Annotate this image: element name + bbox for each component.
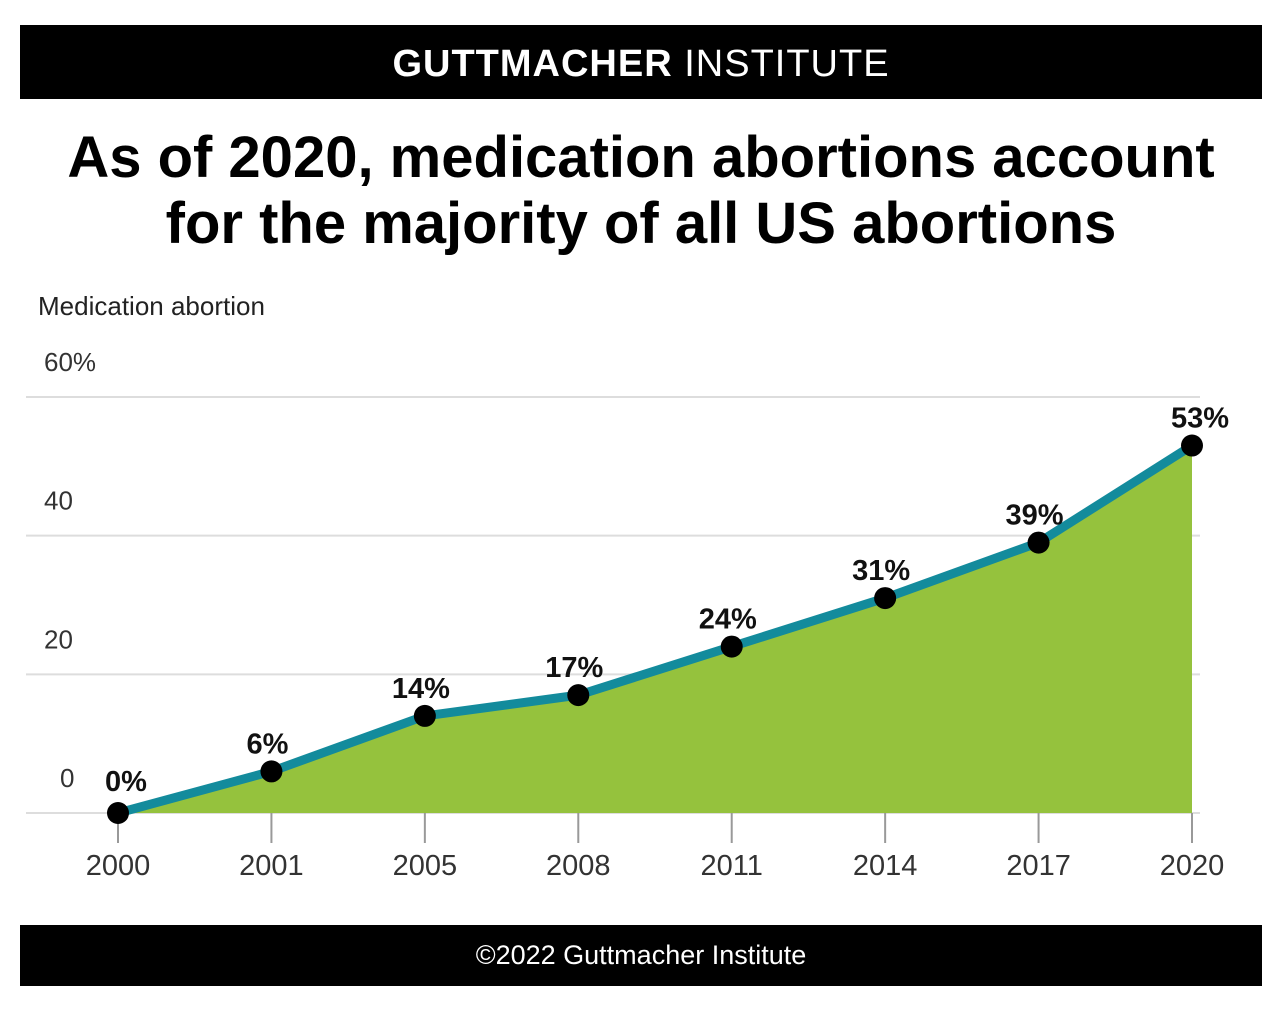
data-label-2005: 14% <box>392 673 450 705</box>
x-tick-label-2020: 2020 <box>1160 850 1225 882</box>
data-point-2005 <box>413 704 436 727</box>
y-tick-label: 20 <box>44 624 73 654</box>
chart-title-line-2: for the majority of all US abortions <box>165 191 1117 256</box>
x-tick-label-2011: 2011 <box>701 850 763 882</box>
data-labels: 0% 6% 14% 17% 24% 31% 39% 53% <box>105 403 1229 798</box>
x-tick-label-2000: 2000 <box>86 850 151 882</box>
chart-title: As of 2020, medication abortions account… <box>20 125 1262 257</box>
copyright-text: ©2022 Guttmacher Institute <box>475 940 807 970</box>
data-label-2008: 17% <box>545 652 603 684</box>
data-label-2017: 39% <box>1006 500 1064 532</box>
y-axis-label: Medication abortion <box>38 291 265 321</box>
chart-title-line-1: As of 2020, medication abortions account <box>67 125 1215 190</box>
x-tick-label-2014: 2014 <box>853 850 918 882</box>
data-label-2000: 0% <box>105 766 147 798</box>
data-label-2001: 6% <box>246 728 288 760</box>
data-points <box>107 434 1203 824</box>
data-label-2011: 24% <box>699 604 757 636</box>
y-tick-label: 0 <box>60 763 74 793</box>
series <box>113 441 1197 818</box>
x-axis-ticks: 2000 2001 2005 2008 2011 2014 2017 2020 <box>86 813 1225 882</box>
y-tick-label: 60% <box>44 347 96 377</box>
footer-bar: ©2022 Guttmacher Institute <box>20 925 1262 986</box>
header-bar: GUTTMACHER INSTITUTE <box>20 25 1262 99</box>
x-tick-label-2008: 2008 <box>546 850 611 882</box>
brand-name-light: INSTITUTE <box>684 43 890 85</box>
data-label-2014: 31% <box>852 555 910 587</box>
x-tick-label-2005: 2005 <box>393 850 458 882</box>
y-axis-ticks: 0 20 40 60% <box>44 347 96 793</box>
data-point-2000 <box>107 802 129 824</box>
data-point-2017 <box>1027 531 1050 554</box>
x-tick-label-2001: 2001 <box>239 850 304 882</box>
data-point-2001 <box>260 760 283 783</box>
data-point-2011 <box>720 635 743 658</box>
data-point-2008 <box>567 684 590 707</box>
data-label-2020: 53% <box>1171 403 1229 435</box>
series-line <box>113 441 1197 818</box>
data-point-2020 <box>1181 434 1203 457</box>
area-fill <box>118 445 1192 813</box>
y-tick-label: 40 <box>44 486 73 516</box>
data-point-2014 <box>874 587 897 610</box>
brand-name-bold: GUTTMACHER <box>392 43 673 85</box>
x-tick-label-2017: 2017 <box>1006 850 1071 882</box>
